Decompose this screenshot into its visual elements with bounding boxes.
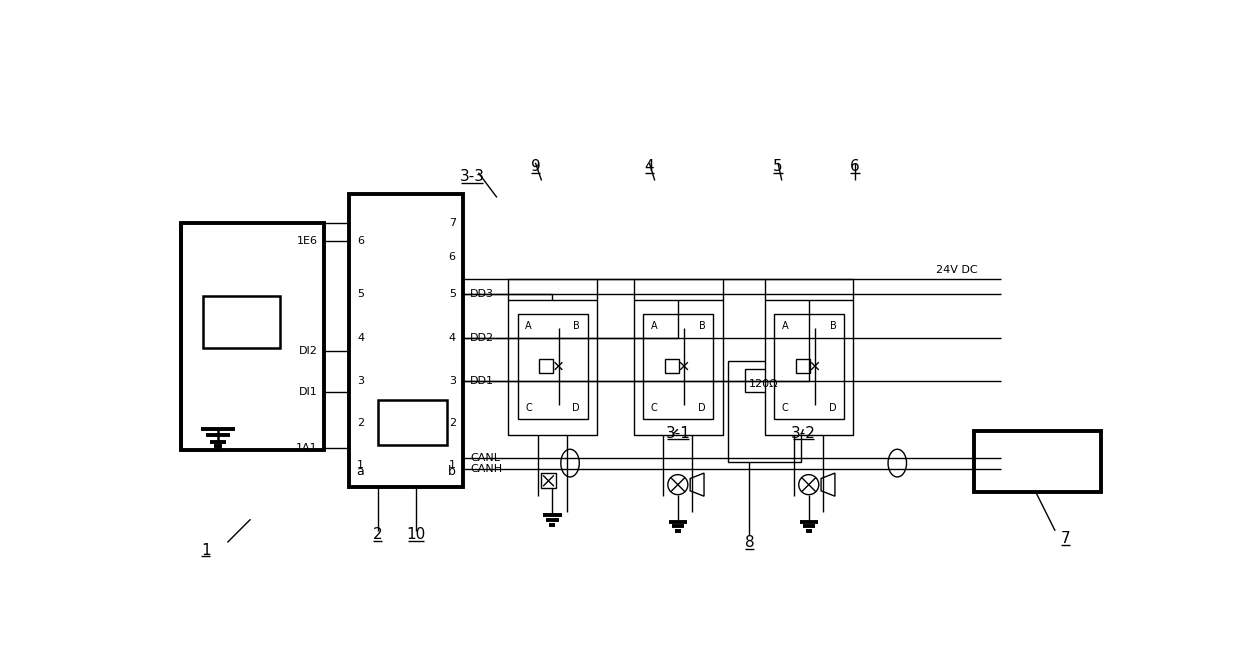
Text: DD1: DD1 <box>470 376 494 386</box>
Circle shape <box>668 474 688 494</box>
Text: 8: 8 <box>745 535 754 550</box>
Text: 3: 3 <box>357 376 365 386</box>
Text: 1: 1 <box>357 460 365 470</box>
Bar <box>377 400 446 445</box>
Text: A: A <box>651 322 657 332</box>
Text: 10: 10 <box>407 527 425 542</box>
Text: D: D <box>698 403 706 413</box>
Text: 1E6: 1E6 <box>296 236 317 246</box>
Text: DI2: DI2 <box>299 346 317 356</box>
Bar <box>765 300 853 435</box>
Text: 7: 7 <box>449 218 456 228</box>
Text: B: B <box>699 322 706 332</box>
Text: 4: 4 <box>645 159 655 174</box>
Text: 5: 5 <box>357 289 365 299</box>
Bar <box>644 314 713 419</box>
Polygon shape <box>691 473 704 496</box>
Text: C: C <box>781 403 789 413</box>
Text: 6: 6 <box>851 159 859 174</box>
Text: 120Ω: 120Ω <box>749 379 779 389</box>
Bar <box>508 300 596 435</box>
Text: 4: 4 <box>449 334 456 343</box>
Bar <box>539 359 553 373</box>
Text: 1: 1 <box>201 543 211 557</box>
Text: a: a <box>357 466 365 478</box>
Text: 5: 5 <box>773 159 782 174</box>
Text: 7: 7 <box>1060 531 1070 546</box>
Text: B: B <box>573 322 580 332</box>
Text: 3: 3 <box>449 376 456 386</box>
Text: 2: 2 <box>373 527 382 542</box>
Text: 5: 5 <box>449 289 456 299</box>
Text: B: B <box>830 322 837 332</box>
Bar <box>796 359 810 373</box>
Text: CANL: CANL <box>470 453 500 463</box>
Text: 1A1: 1A1 <box>296 444 317 454</box>
Bar <box>634 300 723 435</box>
Text: 9: 9 <box>531 159 541 174</box>
Text: 2: 2 <box>449 418 456 428</box>
Text: 6: 6 <box>357 236 365 246</box>
Bar <box>774 314 844 419</box>
Bar <box>541 473 557 488</box>
Bar <box>181 223 324 450</box>
Circle shape <box>799 474 818 494</box>
Text: 24V DC: 24V DC <box>936 265 977 275</box>
Text: 3-1: 3-1 <box>666 425 691 441</box>
Bar <box>745 369 784 392</box>
Text: 3-2: 3-2 <box>791 425 816 441</box>
Text: 1: 1 <box>449 460 456 470</box>
Ellipse shape <box>888 449 906 477</box>
Text: D: D <box>573 403 580 413</box>
Text: b: b <box>449 466 456 478</box>
Bar <box>975 431 1101 492</box>
Text: C: C <box>526 403 532 413</box>
Text: DI1: DI1 <box>299 387 317 397</box>
Text: 4: 4 <box>357 334 365 343</box>
Polygon shape <box>821 473 835 496</box>
Bar <box>517 314 588 419</box>
Text: 6: 6 <box>449 253 456 263</box>
Text: DD3: DD3 <box>470 289 494 299</box>
Text: DD2: DD2 <box>470 334 494 343</box>
Text: A: A <box>526 322 532 332</box>
Bar <box>728 361 801 462</box>
Bar <box>350 194 463 487</box>
Bar <box>203 296 280 348</box>
Text: D: D <box>828 403 837 413</box>
Ellipse shape <box>560 449 579 477</box>
Bar <box>665 359 678 373</box>
Text: 2: 2 <box>357 418 365 428</box>
Text: CANH: CANH <box>470 464 502 474</box>
Text: C: C <box>651 403 657 413</box>
Text: A: A <box>781 322 789 332</box>
Text: 3-3: 3-3 <box>460 169 485 184</box>
